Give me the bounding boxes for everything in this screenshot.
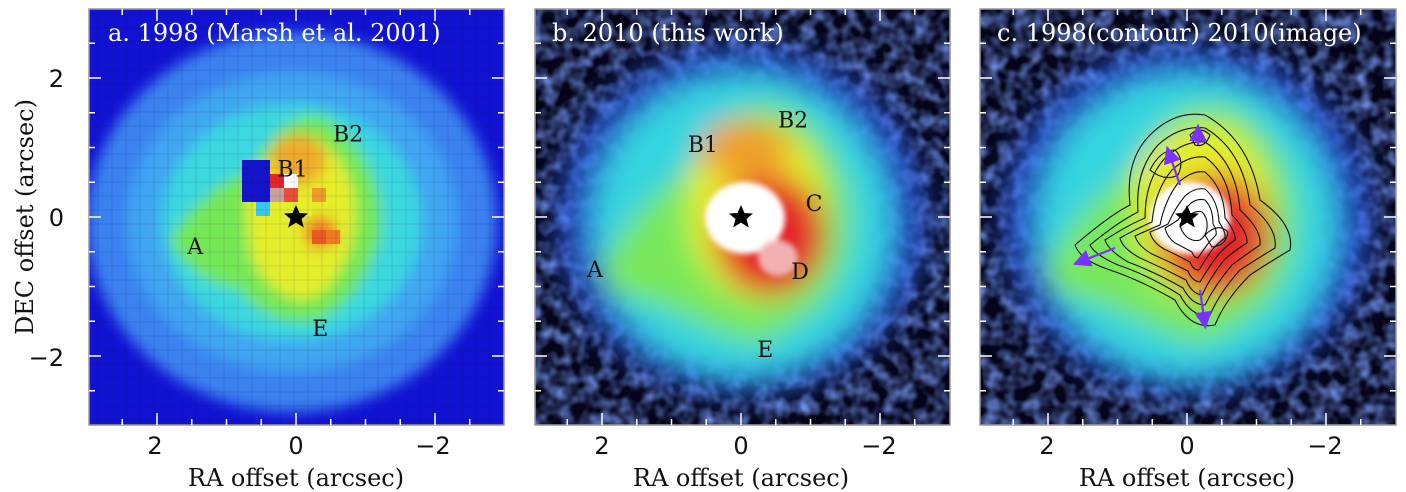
x-tick-label: −2: [415, 432, 450, 460]
y-tick-labels: 2 0 −2: [29, 65, 64, 372]
y-tick-label: 0: [49, 204, 64, 232]
axis-ticks: [89, 9, 1396, 425]
feature-label-c: C: [806, 192, 823, 217]
feature-label-b2: B2: [778, 109, 808, 134]
x-axis-label: RA offset (arcsec): [1079, 464, 1295, 492]
x-tick-label: 2: [1039, 432, 1054, 460]
x-tick-labels: 2 0 −2 2 0 −2 2 0 −2: [147, 432, 1342, 460]
y-axis-label: DEC offset (arcsec): [11, 99, 39, 335]
star-marker: [1175, 205, 1199, 228]
x-tick-label: 0: [288, 432, 303, 460]
x-tick-label: 0: [1179, 432, 1194, 460]
feature-label-a: A: [186, 235, 204, 260]
panel-b: b. 2010 (this work) A B1 B2 C D E: [535, 9, 950, 425]
feature-label-e: E: [757, 338, 773, 363]
x-tick-label: 2: [594, 432, 609, 460]
feature-label-b1: B1: [277, 157, 307, 182]
panel-c: c. 1998(contour) 2010(image): [980, 9, 1396, 425]
panel-c-title: c. 1998(contour) 2010(image): [997, 19, 1362, 47]
x-axis-label: RA offset (arcsec): [633, 464, 849, 492]
feature-label-e: E: [312, 317, 328, 342]
y-tick-label: −2: [29, 344, 64, 372]
feature-label-a: A: [586, 258, 604, 283]
x-tick-label: −2: [861, 432, 896, 460]
panel-a-title: a. 1998 (Marsh et al. 2001): [108, 19, 441, 47]
arrow-a: [1072, 246, 1116, 267]
panel-a: a. 1998 (Marsh et al. 2001) A B1 B2 E: [89, 9, 504, 425]
motion-arrows: [1072, 123, 1212, 330]
y-tick-label: 2: [49, 65, 64, 93]
x-tick-label: 0: [733, 432, 748, 460]
x-tick-label: −2: [1307, 432, 1342, 460]
x-axis-label: RA offset (arcsec): [188, 464, 404, 492]
star-marker: [284, 205, 308, 228]
panel-b-title: b. 2010 (this work): [552, 19, 784, 47]
arrow-b1: [1163, 145, 1182, 186]
x-tick-label: 2: [147, 432, 162, 460]
contours-1998: [1074, 113, 1292, 327]
feature-label-b1: B1: [688, 133, 718, 158]
feature-label-b2: B2: [333, 123, 363, 148]
feature-label-d: D: [791, 260, 809, 285]
arrow-e: [1194, 289, 1212, 330]
star-marker: [729, 205, 753, 228]
